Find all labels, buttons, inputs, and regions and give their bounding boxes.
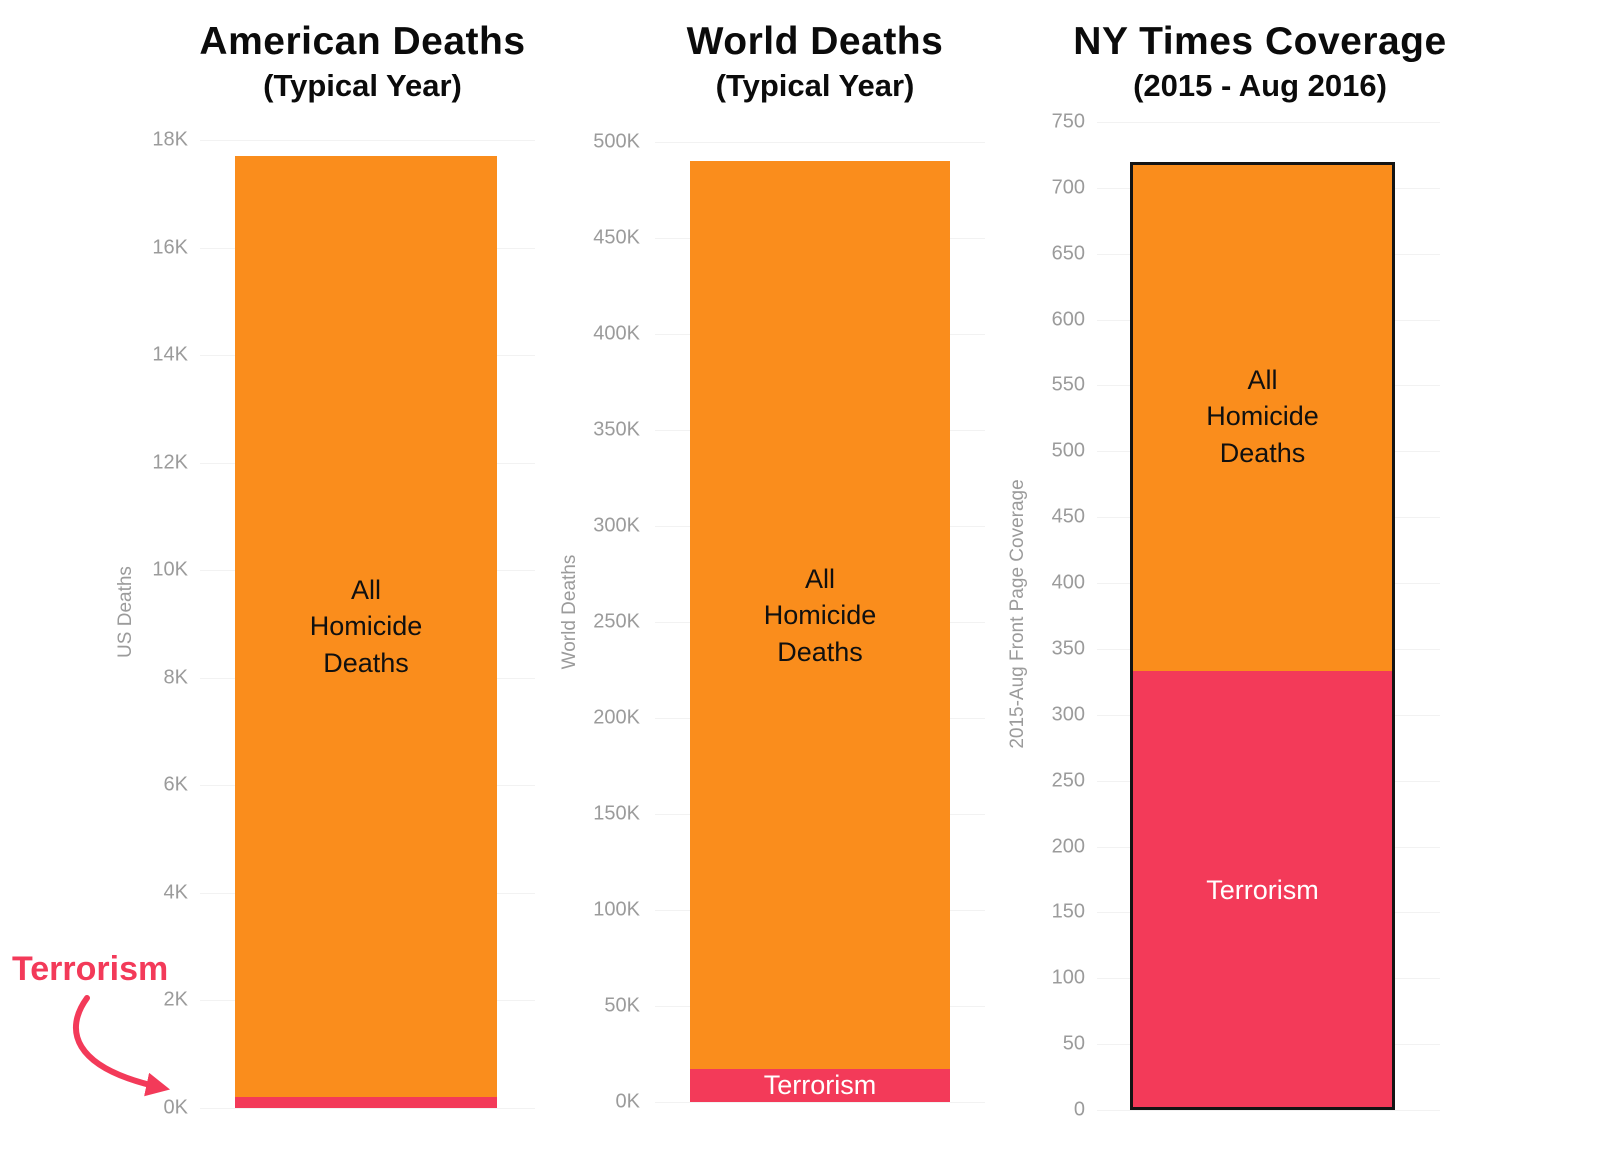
y-axis-tick-label: 550: [1051, 373, 1085, 396]
y-axis-tick-label: 50K: [604, 994, 640, 1017]
y-axis-tick-label: 450K: [593, 226, 640, 249]
gridline: [655, 1102, 985, 1103]
bar-segment-label: Terrorism: [763, 1070, 877, 1101]
y-axis-tick-label: 250K: [593, 610, 640, 633]
bar-segment-label: All Homicide Deaths: [309, 575, 423, 678]
y-axis-tick-label: 0: [1073, 1098, 1085, 1121]
chart-title: World Deaths: [686, 20, 944, 63]
y-axis-tick-label: 14K: [152, 343, 188, 366]
plot-area: Terrorism All Homicide Deaths: [1097, 122, 1440, 1111]
bar-segment-label: Terrorism: [1206, 875, 1319, 906]
y-axis-tick-label: 300: [1051, 703, 1085, 726]
gridline: [200, 1108, 535, 1109]
bar-segment-homicide: All Homicide Deaths: [1130, 161, 1395, 672]
chart-header: American Deaths (Typical Year): [155, 20, 570, 104]
chart-subtitle: (2015 - Aug 2016): [1133, 68, 1387, 103]
stacked-bar: All Homicide Deaths: [235, 140, 497, 1108]
gridline: [1097, 122, 1440, 123]
y-axis-tick-label: 250: [1051, 769, 1085, 792]
y-axis-tick-label: 500: [1051, 439, 1085, 462]
bar-segment-terrorism: Terrorism: [1130, 671, 1395, 1110]
y-axis-tick-label: 200: [1051, 835, 1085, 858]
y-axis-tick-label: 0K: [615, 1090, 640, 1113]
y-axis-tick-label: 12K: [152, 451, 188, 474]
stacked-bar: Terrorism All Homicide Deaths: [1130, 122, 1395, 1110]
chart-header: World Deaths (Typical Year): [610, 20, 1020, 104]
y-axis: 0K 50K 100K 150K 200K 250K 300K 350K 400K 450K 500…: [550, 131, 640, 1113]
y-axis-tick-label: 8K: [163, 666, 188, 689]
gridline: [200, 140, 535, 141]
y-axis-tick-label: 2K: [163, 988, 188, 1011]
gridline: [655, 142, 985, 143]
y-axis: 0 50 100 150 200 250 300 350 400 450 500 550 600 650 7…: [1003, 111, 1085, 1121]
y-axis-tick-label: 50: [1062, 1032, 1085, 1055]
chart-subtitle: (Typical Year): [715, 68, 915, 103]
y-axis-tick-label: 300K: [593, 514, 640, 537]
y-axis-tick-label: 350K: [593, 418, 640, 441]
stacked-bar: Terrorism All Homicide Deaths: [690, 142, 950, 1102]
y-axis-tick-label: 600: [1051, 308, 1085, 331]
y-axis-tick-label: 150: [1051, 900, 1085, 923]
y-axis-tick-label: 150K: [593, 802, 640, 825]
bar-segment-homicide: All Homicide Deaths: [690, 161, 950, 1070]
y-axis-tick-label: 10K: [152, 558, 188, 581]
y-axis-tick-label: 500K: [593, 130, 640, 153]
y-axis-tick-label: 100: [1051, 966, 1085, 989]
y-axis-tick-label: 0K: [163, 1096, 188, 1119]
y-axis-tick-label: 750: [1051, 110, 1085, 133]
y-axis-tick-label: 400K: [593, 322, 640, 345]
y-axis-tick-label: 700: [1051, 176, 1085, 199]
y-axis: 0K 2K 4K 6K 8K 10K 12K 14K 16K 18K: [102, 129, 188, 1119]
chart-title: American Deaths: [199, 20, 526, 63]
bar-outline: [1130, 161, 1395, 1110]
y-axis-tick-label: 400: [1051, 571, 1085, 594]
y-axis-tick-label: 350: [1051, 637, 1085, 660]
plot-area: Terrorism All Homicide Deaths: [655, 142, 985, 1103]
terrorism-annotation-label: Terrorism: [12, 950, 169, 988]
bar-segment-terrorism: [235, 1097, 497, 1108]
y-axis-tick-label: 200K: [593, 706, 640, 729]
bar-segment-terrorism: Terrorism: [690, 1069, 950, 1102]
y-axis-tick-label: 18K: [152, 128, 188, 151]
chart-header: NY Times Coverage (2015 - Aug 2016): [1045, 20, 1475, 104]
bar-segment-homicide: All Homicide Deaths: [235, 156, 497, 1098]
chart-subtitle: (Typical Year): [263, 68, 462, 103]
gridline: [1097, 1110, 1440, 1111]
y-axis-tick-label: 4K: [163, 881, 188, 904]
y-axis-tick-label: 450: [1051, 505, 1085, 528]
y-axis-tick-label: 100K: [593, 898, 640, 921]
y-axis-tick-label: 650: [1051, 242, 1085, 265]
y-axis-tick-label: 16K: [152, 236, 188, 259]
y-axis-tick-label: 6K: [163, 773, 188, 796]
bar-segment-label: All Homicide Deaths: [763, 563, 877, 667]
bar-segment-label: All Homicide Deaths: [1206, 364, 1319, 468]
chart-title: NY Times Coverage: [1073, 20, 1447, 63]
plot-area: All Homicide Deaths: [200, 140, 535, 1109]
terrorism-arrow-icon: [73, 995, 171, 1097]
